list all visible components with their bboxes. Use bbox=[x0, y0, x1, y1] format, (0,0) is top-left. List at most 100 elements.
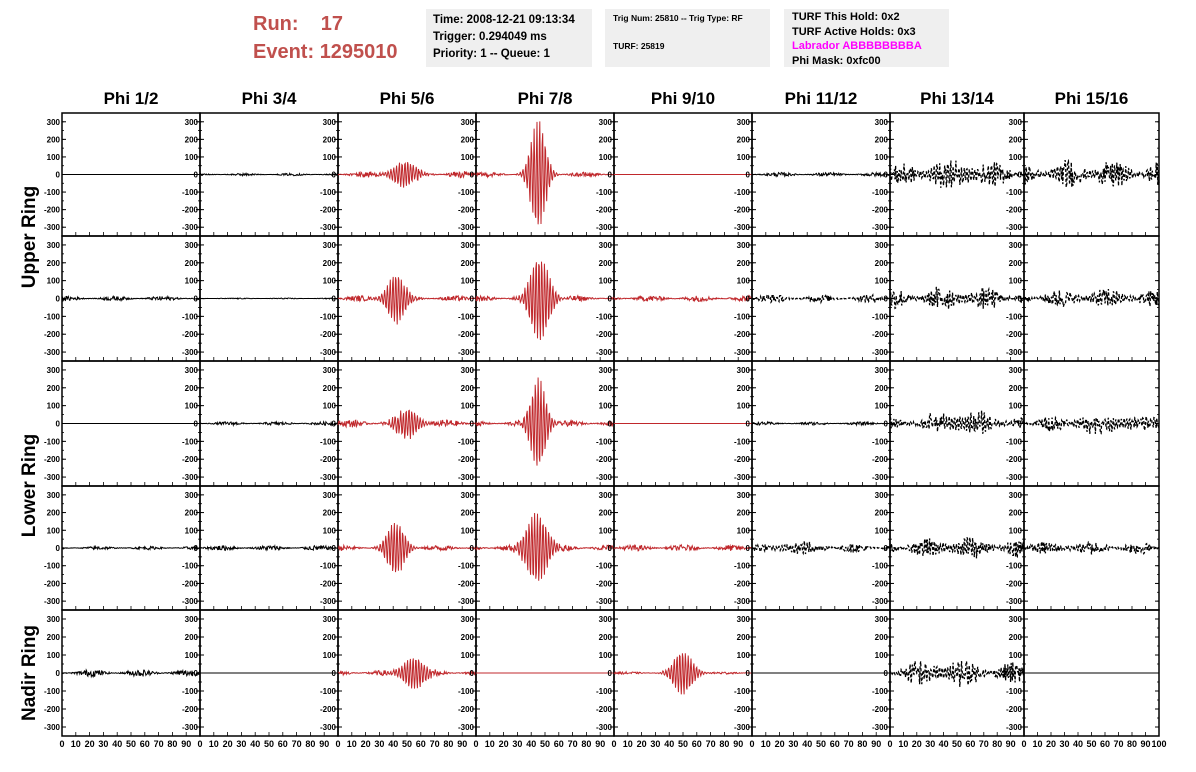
column-label: Phi 5/6 bbox=[380, 89, 435, 108]
y-tick-label: 200 bbox=[737, 384, 751, 393]
x-tick-label: 0 bbox=[197, 739, 202, 749]
event-value: 1295010 bbox=[319, 41, 398, 63]
phi-mask-text: Phi Mask: 0xfc00 bbox=[792, 54, 881, 67]
y-tick-label: -300 bbox=[734, 348, 751, 357]
y-tick-label: 0 bbox=[470, 295, 475, 304]
x-tick-label: 10 bbox=[71, 739, 81, 749]
y-tick-label: -200 bbox=[182, 330, 199, 339]
y-tick-label: -100 bbox=[44, 312, 61, 321]
y-tick-label: -200 bbox=[182, 206, 199, 215]
y-tick-label: 300 bbox=[1009, 118, 1023, 127]
y-tick-label: 0 bbox=[56, 171, 61, 180]
x-tick-label: 90 bbox=[319, 739, 329, 749]
y-tick-label: 100 bbox=[47, 526, 61, 535]
waveform-trace bbox=[613, 543, 753, 552]
x-tick-label: 50 bbox=[1086, 739, 1096, 749]
y-tick-label: -100 bbox=[320, 312, 337, 321]
y-tick-label: 0 bbox=[470, 420, 475, 429]
y-tick-label: 300 bbox=[461, 241, 475, 250]
waveform-trace bbox=[337, 161, 477, 188]
y-tick-label: -300 bbox=[1006, 223, 1023, 232]
y-tick-label: 300 bbox=[737, 615, 751, 624]
y-tick-label: -200 bbox=[734, 330, 751, 339]
column-label: Phi 7/8 bbox=[518, 89, 573, 108]
y-tick-label: -200 bbox=[182, 705, 199, 714]
y-tick-label: -200 bbox=[1006, 705, 1023, 714]
y-tick-label: 200 bbox=[737, 135, 751, 144]
y-tick-label: 100 bbox=[875, 277, 889, 286]
y-tick-label: -200 bbox=[44, 206, 61, 215]
run-row: Run: 17 bbox=[253, 10, 398, 38]
x-tick-label: 50 bbox=[816, 739, 826, 749]
x-tick-label: 40 bbox=[526, 739, 536, 749]
x-tick-label: 0 bbox=[749, 739, 754, 749]
x-tick-label: 70 bbox=[154, 739, 164, 749]
y-tick-label: -300 bbox=[44, 348, 61, 357]
y-tick-label: -100 bbox=[44, 687, 61, 696]
y-tick-label: -200 bbox=[182, 455, 199, 464]
waveform-trace bbox=[475, 377, 615, 466]
y-tick-label: -300 bbox=[734, 723, 751, 732]
y-tick-label: 100 bbox=[875, 153, 889, 162]
y-tick-label: -300 bbox=[44, 223, 61, 232]
y-tick-label: 200 bbox=[875, 384, 889, 393]
waveform-trace bbox=[475, 512, 615, 581]
y-tick-label: 0 bbox=[1018, 171, 1023, 180]
y-tick-label: -100 bbox=[458, 562, 475, 571]
y-tick-label: -300 bbox=[320, 348, 337, 357]
y-tick-label: 300 bbox=[47, 118, 61, 127]
y-tick-label: 100 bbox=[1009, 153, 1023, 162]
y-tick-label: 300 bbox=[323, 118, 337, 127]
x-tick-label: 80 bbox=[857, 739, 867, 749]
y-tick-label: -200 bbox=[182, 579, 199, 588]
trigger-text: Trigger: 0.294049 ms bbox=[433, 31, 547, 43]
y-tick-label: -200 bbox=[44, 579, 61, 588]
column-label: Phi 1/2 bbox=[104, 89, 159, 108]
y-tick-label: 200 bbox=[1009, 633, 1023, 642]
x-tick-label: 30 bbox=[925, 739, 935, 749]
y-tick-label: 0 bbox=[332, 544, 337, 553]
y-tick-label: 200 bbox=[875, 135, 889, 144]
turf-active-holds-text: TURF Active Holds: 0x3 bbox=[792, 25, 916, 38]
waveform-trace bbox=[1023, 539, 1160, 556]
y-tick-label: 200 bbox=[323, 384, 337, 393]
y-tick-label: 100 bbox=[599, 402, 613, 411]
y-tick-label: 100 bbox=[875, 526, 889, 535]
y-tick-label: 100 bbox=[323, 277, 337, 286]
waveform-trace bbox=[337, 276, 477, 325]
y-tick-label: 100 bbox=[185, 153, 199, 162]
y-tick-label: -200 bbox=[458, 579, 475, 588]
y-tick-label: -100 bbox=[872, 562, 889, 571]
x-tick-label: 20 bbox=[912, 739, 922, 749]
waveform-trace bbox=[1023, 415, 1160, 435]
y-tick-label: -300 bbox=[458, 473, 475, 482]
y-tick-label: 300 bbox=[47, 366, 61, 375]
y-tick-label: 200 bbox=[1009, 259, 1023, 268]
y-tick-label: 100 bbox=[737, 153, 751, 162]
y-tick-label: 100 bbox=[185, 526, 199, 535]
y-tick-label: -300 bbox=[44, 473, 61, 482]
y-tick-label: 100 bbox=[47, 651, 61, 660]
waveform-trace bbox=[61, 294, 201, 303]
labrador-text: Labrador ABBBBBBBBA bbox=[792, 40, 922, 52]
y-tick-label: 300 bbox=[599, 366, 613, 375]
y-tick-label: -100 bbox=[44, 188, 61, 197]
y-tick-label: -100 bbox=[872, 188, 889, 197]
y-tick-label: -100 bbox=[734, 562, 751, 571]
y-tick-label: -200 bbox=[596, 705, 613, 714]
x-tick-label: 30 bbox=[374, 739, 384, 749]
y-tick-label: 300 bbox=[737, 491, 751, 500]
y-tick-label: -300 bbox=[872, 223, 889, 232]
y-tick-label: -300 bbox=[182, 223, 199, 232]
waveform-trace bbox=[338, 522, 477, 573]
y-tick-label: -100 bbox=[1006, 562, 1023, 571]
y-tick-label: 200 bbox=[185, 633, 199, 642]
y-tick-label: 200 bbox=[875, 509, 889, 518]
y-tick-label: -300 bbox=[182, 473, 199, 482]
y-tick-label: 100 bbox=[1009, 277, 1023, 286]
y-tick-label: 300 bbox=[875, 366, 889, 375]
x-tick-label: 80 bbox=[443, 739, 453, 749]
waveform-trace bbox=[199, 544, 339, 552]
y-tick-label: 300 bbox=[47, 615, 61, 624]
x-tick-label: 90 bbox=[1006, 739, 1016, 749]
